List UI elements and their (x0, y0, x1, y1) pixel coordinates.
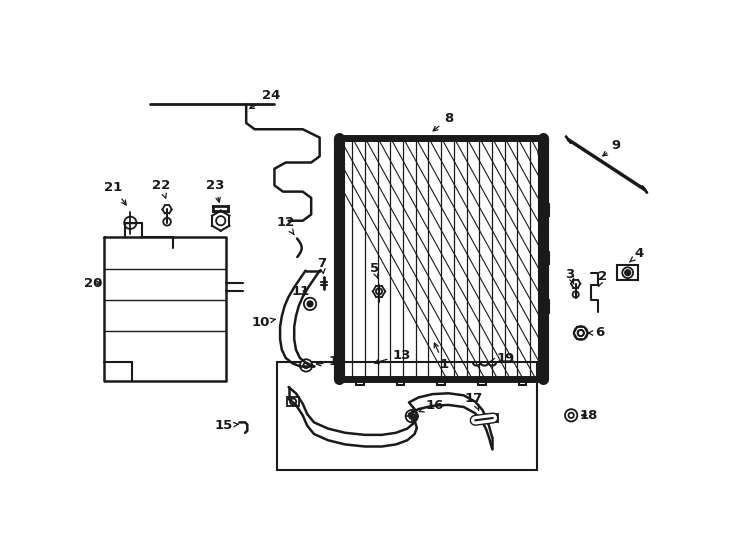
Text: 21: 21 (104, 181, 126, 205)
Bar (287, 397, 299, 406)
Circle shape (578, 330, 584, 336)
Circle shape (409, 414, 415, 419)
Text: 1: 1 (435, 343, 448, 370)
Text: 8: 8 (433, 112, 453, 131)
Circle shape (574, 326, 588, 340)
Text: 5: 5 (370, 262, 379, 278)
Text: 12: 12 (277, 217, 295, 234)
Circle shape (573, 292, 579, 298)
Circle shape (124, 217, 137, 229)
Circle shape (565, 409, 578, 422)
Text: 6: 6 (589, 327, 604, 340)
Circle shape (625, 270, 631, 275)
Text: 13: 13 (374, 348, 411, 364)
Circle shape (622, 267, 633, 278)
Text: 22: 22 (152, 179, 170, 198)
Text: 2: 2 (597, 271, 607, 286)
Circle shape (216, 216, 225, 225)
Circle shape (406, 410, 418, 422)
Text: 19: 19 (490, 352, 515, 365)
Text: 10: 10 (251, 316, 275, 329)
Text: 15: 15 (214, 419, 239, 432)
Bar (617, 265, 639, 280)
Bar (487, 414, 498, 422)
Circle shape (308, 301, 313, 307)
Text: 24: 24 (250, 90, 281, 109)
Circle shape (335, 359, 344, 368)
Text: 16: 16 (419, 399, 443, 412)
Circle shape (335, 148, 344, 158)
Circle shape (163, 218, 171, 226)
Circle shape (300, 359, 312, 372)
Circle shape (304, 298, 316, 310)
Text: 9: 9 (603, 139, 621, 156)
Text: 14: 14 (316, 355, 347, 368)
Text: 3: 3 (565, 268, 575, 284)
Circle shape (376, 288, 382, 294)
Text: 11: 11 (292, 285, 310, 298)
Text: 4: 4 (630, 247, 644, 262)
Text: 20: 20 (84, 276, 103, 289)
Bar (277, 362, 537, 470)
Text: 7: 7 (317, 257, 327, 274)
Circle shape (290, 399, 297, 404)
Text: 18: 18 (580, 409, 598, 422)
Text: 17: 17 (465, 392, 482, 410)
Circle shape (538, 359, 548, 368)
Text: 23: 23 (206, 179, 225, 202)
Circle shape (538, 148, 548, 158)
